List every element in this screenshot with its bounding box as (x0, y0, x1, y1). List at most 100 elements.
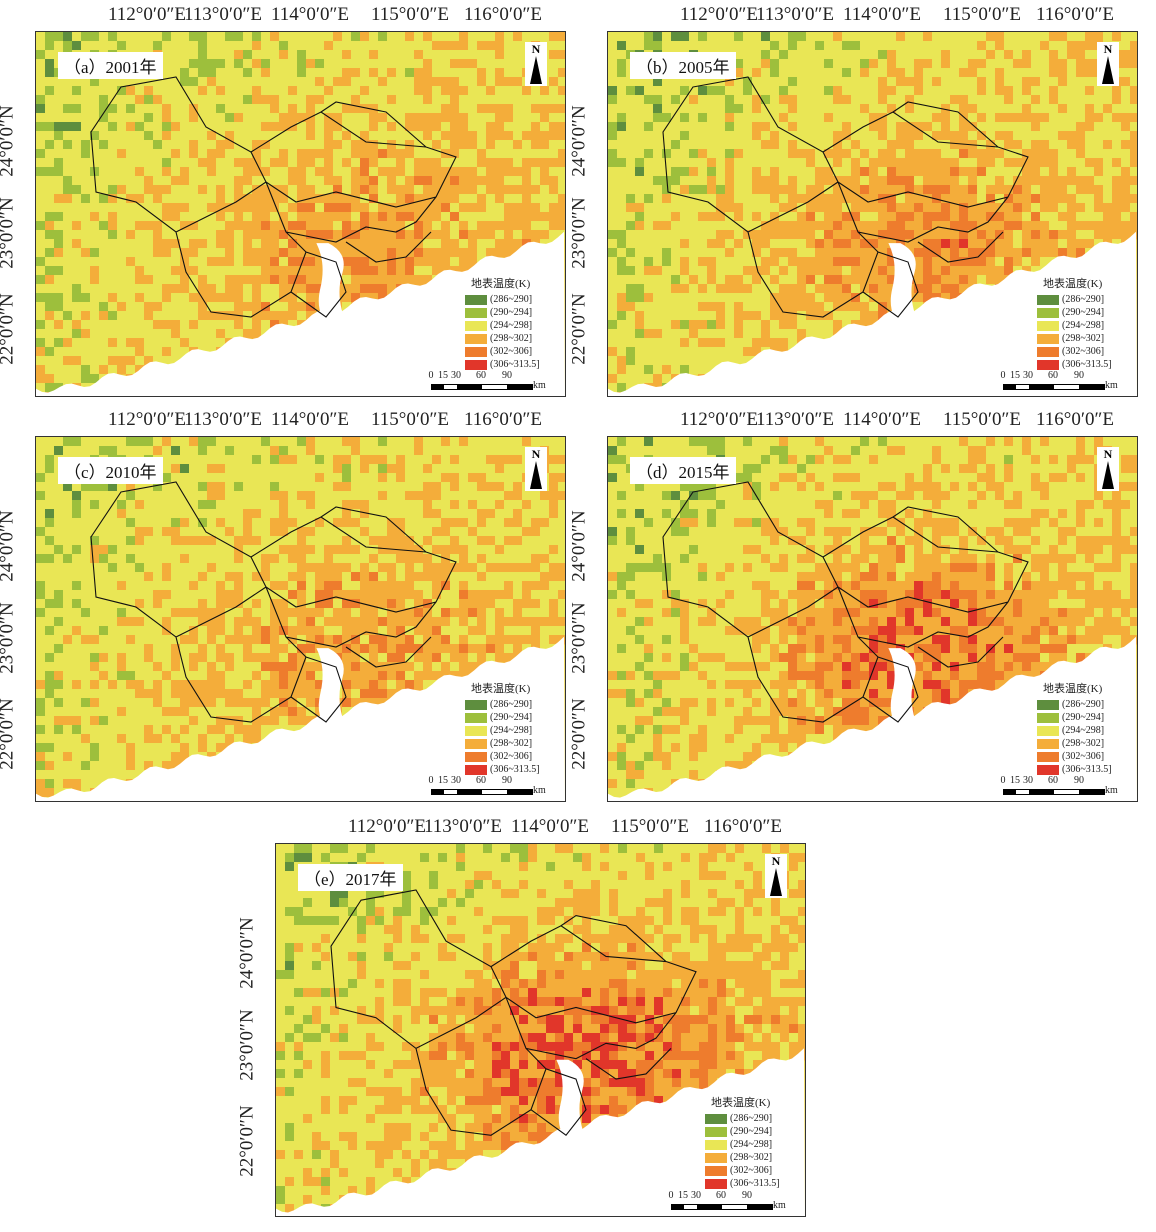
legend-label: (290~294] (490, 307, 533, 318)
lon-label: 115°0′0″E (370, 4, 450, 25)
legend-swatch (465, 359, 487, 370)
lon-label: 112°0′0″E (347, 816, 427, 837)
map-panel-d: 112°0′0″E 113°0′0″E 114°0′0″E 115°0′0″E … (568, 405, 1142, 805)
pearl-river-estuary (888, 243, 921, 329)
map-frame: （a）2001年 N 地表温度(K) (286~290] (290~294] (294… (35, 31, 566, 397)
lon-label: 113°0′0″E (423, 816, 503, 837)
legend-title: 地表温度(K) (1043, 683, 1103, 695)
scale-tick-label: 90 (742, 1190, 752, 1201)
north-arrow-icon: N (1097, 447, 1119, 491)
legend-swatch (465, 346, 487, 357)
legend-swatch (1037, 294, 1059, 305)
legend-swatch (1037, 764, 1059, 775)
lst-raster (36, 32, 565, 396)
lon-label: 114°0′0″E (842, 409, 922, 430)
lon-label: 115°0′0″E (610, 816, 690, 837)
legend-label: (306~313.5] (490, 359, 540, 370)
north-label: N (771, 854, 781, 868)
legend-swatch (465, 320, 487, 331)
map-panel-e: 112°0′0″E 113°0′0″E 114°0′0″E 115°0′0″E … (236, 812, 810, 1222)
legend: 地表温度(K) (286~290] (290~294] (294~298] (298~3… (465, 275, 551, 371)
legend-swatch (1037, 751, 1059, 762)
north-label: N (1103, 42, 1113, 56)
legend-item: (286~290] (465, 293, 551, 306)
legend-label: (306~313.5] (1062, 764, 1112, 775)
sea-area (276, 1048, 805, 1216)
legend-item: (286~290] (1037, 698, 1123, 711)
legend-swatch (1037, 699, 1059, 710)
legend-label: (286~290] (490, 699, 533, 710)
land-surface-temperature-map (36, 32, 565, 396)
lon-label: 112°0′0″E (679, 4, 759, 25)
legend-swatch (465, 294, 487, 305)
legend-swatch (1037, 738, 1059, 749)
lon-label: 112°0′0″E (107, 4, 187, 25)
legend-item: (290~294] (1037, 306, 1123, 319)
legend-swatch (705, 1165, 727, 1176)
scale-tick-label: 60 (716, 1190, 726, 1201)
scale-tick-label: 15 (678, 1190, 688, 1201)
legend-swatch (1037, 333, 1059, 344)
map-panel-b: 112°0′0″E 113°0′0″E 114°0′0″E 115°0′0″E … (568, 0, 1142, 400)
legend-item: (294~298] (1037, 319, 1123, 332)
lon-label: 113°0′0″E (183, 409, 263, 430)
lon-label: 115°0′0″E (370, 409, 450, 430)
sea-area (608, 231, 1137, 396)
city-boundaries (90, 76, 457, 318)
map-panel-a: 112°0′0″E 113°0′0″E 114°0′0″E 115°0′0″E … (0, 0, 570, 400)
legend-swatch (1037, 725, 1059, 736)
land-surface-temperature-map (276, 844, 805, 1216)
panel-title: （d）2015年 (630, 457, 736, 484)
legend-label: (298~302] (730, 1152, 773, 1163)
legend-item: (294~298] (465, 319, 551, 332)
lst-raster (608, 437, 1137, 801)
legend-swatch (705, 1152, 727, 1163)
scale-tick-label: 0 (428, 370, 434, 381)
lat-label: 24°0′0″N (568, 105, 590, 177)
legend: 地表温度(K) (286~290] (290~294] (294~298] (298~3… (1037, 275, 1123, 371)
legend-item: (306~313.5] (465, 763, 551, 776)
legend-swatch (705, 1178, 727, 1189)
lat-label: 23°0′0″N (0, 602, 18, 674)
scale-tick-label: 90 (1074, 775, 1084, 786)
legend-item: (302~306] (465, 750, 551, 763)
city-boundaries (330, 889, 697, 1137)
scale-tick-label: 0 (1000, 775, 1006, 786)
legend-label: (294~298] (1062, 725, 1105, 736)
legend-label: (294~298] (490, 320, 533, 331)
city-boundaries (662, 481, 1029, 723)
scale-tick-label: 30 (691, 1190, 701, 1201)
map-frame: （b）2005年 N 地表温度(K) (286~290] (290~294] (294… (607, 31, 1138, 397)
scale-tick-label: 30 (451, 775, 461, 786)
legend-swatch (705, 1126, 727, 1137)
legend-swatch (705, 1113, 727, 1124)
legend-swatch (465, 764, 487, 775)
map-frame: （c）2010年 N 地表温度(K) (286~290] (290~294] (294… (35, 436, 566, 802)
lon-label: 114°0′0″E (270, 409, 350, 430)
lat-label: 24°0′0″N (568, 510, 590, 582)
legend-item: (290~294] (705, 1125, 791, 1138)
legend: 地表温度(K) (286~290] (290~294] (294~298] (298~3… (465, 680, 551, 776)
lon-label: 115°0′0″E (942, 409, 1022, 430)
legend-label: (298~302] (490, 333, 533, 344)
pearl-river-estuary (556, 1059, 589, 1145)
lat-label: 24°0′0″N (0, 105, 18, 177)
legend-item: (286~290] (705, 1112, 791, 1125)
lon-label: 113°0′0″E (755, 409, 835, 430)
scale-tick-label: 60 (1048, 370, 1058, 381)
legend-item: (298~302] (1037, 332, 1123, 345)
lat-label: 22°0′0″N (0, 293, 18, 365)
legend-label: (290~294] (490, 712, 533, 723)
north-label: N (531, 42, 541, 56)
lat-label: 24°0′0″N (236, 917, 258, 989)
scale-bar: 0 15 30 60 90 km (669, 1190, 795, 1216)
legend-label: (290~294] (730, 1126, 773, 1137)
legend-label: (294~298] (730, 1139, 773, 1150)
legend: 地表温度(K) (286~290] (290~294] (294~298] (298~3… (1037, 680, 1123, 776)
legend-swatch (1037, 712, 1059, 723)
legend-swatch (465, 307, 487, 318)
north-arrow-icon: N (525, 42, 547, 86)
legend-label: (302~306] (490, 346, 533, 357)
lat-label: 23°0′0″N (568, 602, 590, 674)
lon-label: 114°0′0″E (510, 816, 590, 837)
